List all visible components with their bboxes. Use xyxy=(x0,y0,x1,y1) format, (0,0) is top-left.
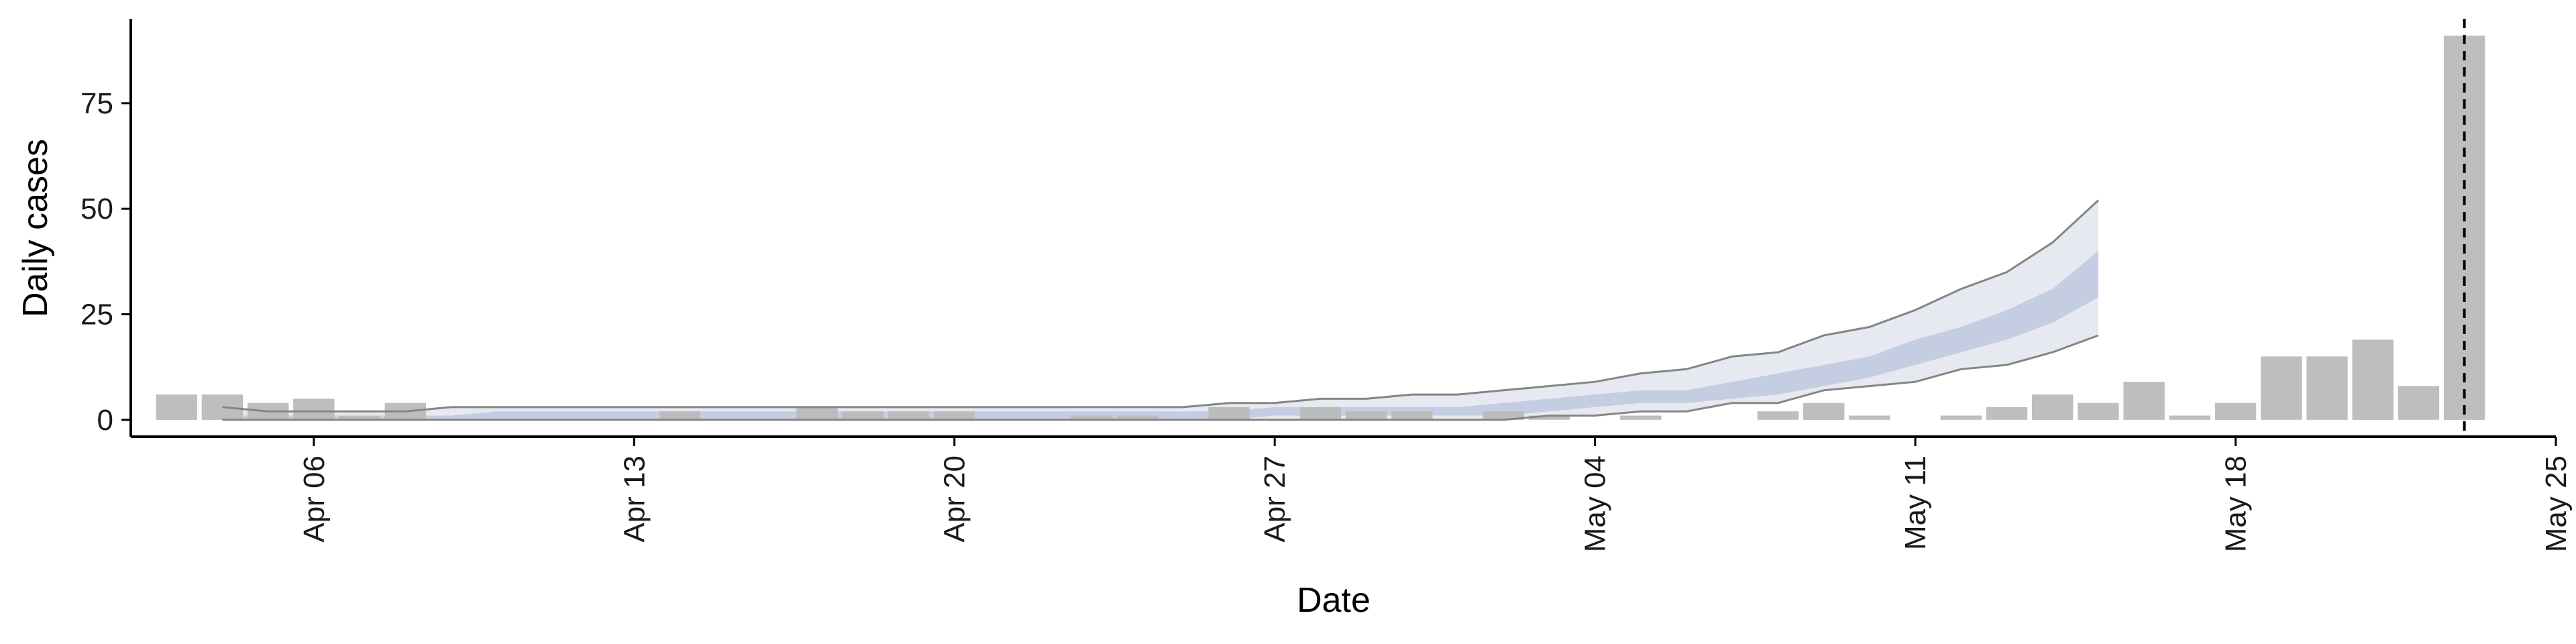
bar-2020-04-29 xyxy=(1345,411,1387,420)
bar-2020-05-08 xyxy=(1757,411,1799,420)
y-axis: 0 25 50 75 xyxy=(80,19,132,437)
bar-2020-04-28 xyxy=(1299,407,1342,420)
bar-2020-05-10 xyxy=(1849,415,1890,420)
bar-2020-04-20 xyxy=(934,411,975,420)
bar-2020-04-18 xyxy=(842,411,883,420)
x-tick-label-2020-04-06: Apr 06 xyxy=(298,455,331,543)
x-tick-label-2020-04-27: Apr 27 xyxy=(1258,455,1291,543)
forecast-bands xyxy=(222,200,2098,420)
bar-2020-04-30 xyxy=(1391,411,1433,420)
bar-2020-04-14 xyxy=(659,411,701,420)
bar-2020-04-19 xyxy=(888,411,930,420)
bar-2020-05-17 xyxy=(2169,415,2210,420)
x-tick-label-2020-05-18: May 18 xyxy=(2220,455,2253,552)
x-axis-title: Date xyxy=(1297,581,1371,620)
bar-2020-04-06 xyxy=(293,398,335,420)
forecast-lower-line xyxy=(222,334,2099,421)
y-tick-label-25: 25 xyxy=(80,299,113,331)
bar-2020-05-05 xyxy=(1620,415,1662,420)
bar-2020-05-16 xyxy=(2123,382,2165,420)
bar-2020-04-23 xyxy=(1071,415,1113,420)
bar-2020-05-21 xyxy=(2352,339,2394,420)
bar-2020-04-03 xyxy=(156,394,197,420)
bar-2020-04-07 xyxy=(339,415,380,420)
bar-2020-04-17 xyxy=(796,407,838,420)
bar-2020-05-02 xyxy=(1483,411,1524,420)
y-tick-label-50: 50 xyxy=(80,193,113,225)
forecast-upper-line xyxy=(222,199,2099,413)
x-tick-label-2020-05-25: May 25 xyxy=(2540,455,2573,552)
bar-2020-05-18 xyxy=(2214,402,2257,420)
forecast-lines xyxy=(222,199,2099,421)
bar-2020-04-24 xyxy=(1116,415,1159,420)
y-tick-label-0: 0 xyxy=(97,404,113,437)
x-tick-label-2020-04-13: Apr 13 xyxy=(618,455,651,543)
x-tick-label-2020-05-11: May 11 xyxy=(1899,455,1932,550)
x-tick-label-2020-05-04: May 04 xyxy=(1579,455,1612,552)
bar-2020-05-22 xyxy=(2398,386,2440,420)
bar-2020-05-19 xyxy=(2261,356,2302,420)
bar-2020-05-12 xyxy=(1940,415,1982,420)
bar-2020-05-03 xyxy=(1528,415,1570,420)
bar-2020-04-26 xyxy=(1208,407,1250,420)
bar-2020-05-09 xyxy=(1803,402,1845,420)
bars xyxy=(156,36,2485,420)
bar-2020-05-20 xyxy=(2306,356,2348,420)
bar-2020-05-15 xyxy=(2078,402,2119,420)
bar-2020-05-13 xyxy=(1986,407,2028,420)
x-axis: Apr 06 Apr 13 Apr 20 Apr 27 May 04 May 11 May … xyxy=(131,435,2573,552)
y-axis-title: Daily cases xyxy=(16,139,55,317)
bar-2020-05-14 xyxy=(2032,394,2074,420)
x-tick-label-2020-04-20: Apr 20 xyxy=(938,455,971,543)
y-tick-label-75: 75 xyxy=(80,87,113,120)
forecast-band-50 xyxy=(222,251,2098,420)
